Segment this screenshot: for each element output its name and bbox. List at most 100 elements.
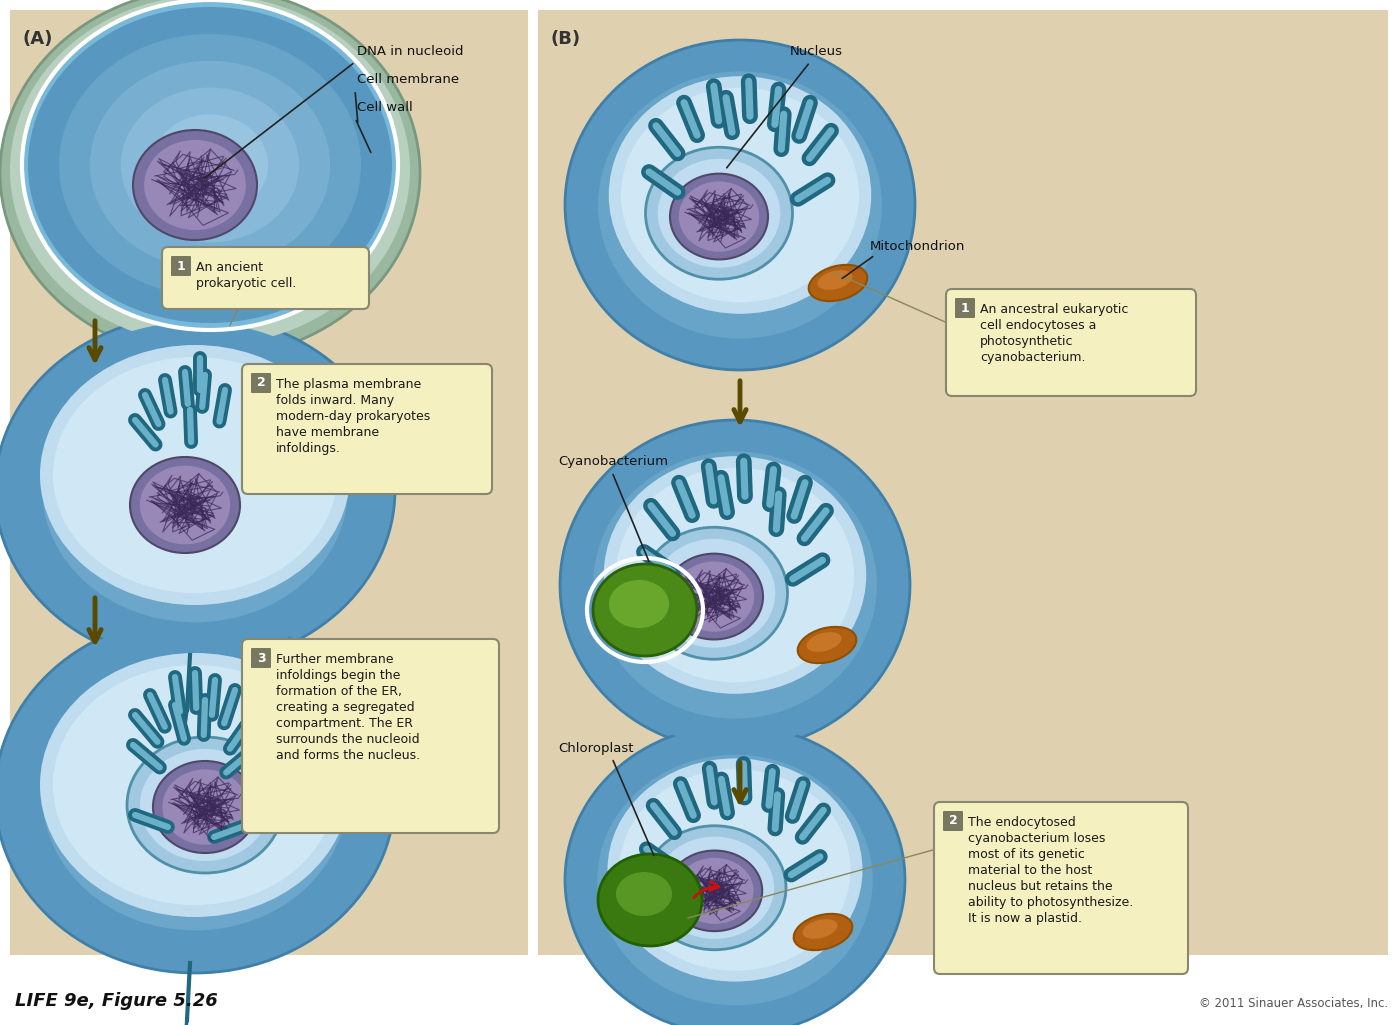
Ellipse shape — [568, 44, 911, 366]
Ellipse shape — [53, 357, 337, 593]
FancyBboxPatch shape — [162, 247, 370, 309]
Ellipse shape — [645, 148, 792, 279]
FancyBboxPatch shape — [10, 10, 528, 955]
Ellipse shape — [41, 653, 350, 917]
Text: 2: 2 — [256, 376, 266, 390]
Ellipse shape — [622, 479, 848, 691]
Ellipse shape — [42, 358, 347, 622]
Ellipse shape — [619, 769, 851, 971]
Text: 1: 1 — [176, 259, 185, 273]
FancyBboxPatch shape — [171, 256, 190, 276]
Ellipse shape — [616, 872, 672, 916]
Text: © 2011 Sinauer Associates, Inc.: © 2011 Sinauer Associates, Inc. — [1198, 997, 1387, 1010]
Ellipse shape — [685, 154, 795, 256]
Ellipse shape — [679, 181, 759, 252]
Ellipse shape — [654, 806, 816, 954]
Ellipse shape — [90, 60, 330, 270]
Ellipse shape — [53, 665, 337, 905]
Ellipse shape — [144, 139, 246, 230]
Ellipse shape — [802, 919, 837, 939]
Text: 2: 2 — [949, 815, 958, 827]
Ellipse shape — [671, 173, 769, 259]
Ellipse shape — [10, 0, 410, 345]
Ellipse shape — [59, 34, 361, 296]
FancyBboxPatch shape — [251, 373, 272, 393]
Ellipse shape — [652, 539, 776, 648]
Ellipse shape — [0, 617, 395, 973]
FancyBboxPatch shape — [934, 802, 1189, 974]
FancyBboxPatch shape — [946, 289, 1196, 396]
Ellipse shape — [626, 780, 844, 980]
Ellipse shape — [28, 7, 392, 323]
Ellipse shape — [140, 465, 230, 544]
Ellipse shape — [598, 72, 882, 338]
Ellipse shape — [609, 580, 669, 628]
Ellipse shape — [665, 554, 763, 640]
Ellipse shape — [680, 533, 790, 637]
Text: (A): (A) — [22, 30, 52, 48]
Ellipse shape — [127, 737, 283, 873]
Ellipse shape — [622, 88, 860, 302]
Ellipse shape — [641, 527, 787, 659]
Ellipse shape — [22, 0, 398, 330]
Ellipse shape — [162, 770, 248, 845]
Ellipse shape — [0, 0, 420, 358]
Ellipse shape — [130, 457, 239, 554]
Ellipse shape — [151, 115, 269, 215]
Ellipse shape — [140, 749, 270, 861]
Ellipse shape — [655, 836, 774, 939]
Text: An ancestral eukaryotic
cell endocytoses a
photosynthetic
cyanobacterium.: An ancestral eukaryotic cell endocytoses… — [980, 303, 1128, 364]
Ellipse shape — [710, 857, 760, 903]
Ellipse shape — [84, 696, 307, 894]
Ellipse shape — [42, 659, 347, 931]
Ellipse shape — [133, 130, 258, 240]
Ellipse shape — [608, 758, 862, 982]
Text: An ancient
prokaryotic cell.: An ancient prokaryotic cell. — [196, 261, 297, 290]
Ellipse shape — [806, 632, 841, 652]
Ellipse shape — [809, 264, 868, 301]
Ellipse shape — [182, 141, 238, 189]
Ellipse shape — [125, 429, 266, 550]
Text: Chloroplast: Chloroplast — [559, 742, 633, 755]
FancyBboxPatch shape — [242, 639, 498, 833]
Ellipse shape — [1, 623, 389, 967]
Ellipse shape — [594, 564, 697, 656]
Ellipse shape — [0, 315, 395, 665]
FancyBboxPatch shape — [944, 811, 963, 831]
Ellipse shape — [84, 394, 307, 586]
FancyBboxPatch shape — [251, 648, 272, 668]
Ellipse shape — [560, 420, 910, 750]
FancyBboxPatch shape — [955, 298, 974, 318]
Ellipse shape — [1, 322, 389, 658]
Text: 1: 1 — [960, 301, 969, 315]
Ellipse shape — [682, 831, 788, 929]
Text: (B): (B) — [550, 30, 580, 48]
Ellipse shape — [643, 826, 785, 950]
Ellipse shape — [657, 126, 823, 284]
Text: Cell membrane: Cell membrane — [357, 73, 459, 86]
Ellipse shape — [594, 451, 876, 719]
Ellipse shape — [609, 76, 871, 314]
Text: Cell wall: Cell wall — [357, 101, 413, 114]
Ellipse shape — [120, 87, 300, 243]
Ellipse shape — [603, 456, 867, 694]
Ellipse shape — [153, 761, 258, 853]
Ellipse shape — [658, 159, 780, 268]
Text: Nucleus: Nucleus — [790, 45, 843, 58]
Ellipse shape — [598, 754, 872, 1006]
FancyBboxPatch shape — [538, 10, 1387, 955]
Ellipse shape — [710, 561, 760, 609]
Ellipse shape — [566, 725, 904, 1025]
Ellipse shape — [167, 769, 224, 821]
Ellipse shape — [41, 345, 350, 605]
Text: LIFE 9e, Figure 5.26: LIFE 9e, Figure 5.26 — [15, 992, 218, 1010]
Ellipse shape — [798, 627, 857, 663]
Text: Mitochondrion: Mitochondrion — [869, 240, 966, 253]
Ellipse shape — [125, 733, 266, 857]
Ellipse shape — [794, 914, 853, 950]
FancyBboxPatch shape — [242, 364, 491, 494]
Text: The endocytosed
cyanobacterium loses
most of its genetic
material to the host
nu: The endocytosed cyanobacterium loses mos… — [967, 816, 1133, 925]
Text: 3: 3 — [256, 652, 266, 664]
Ellipse shape — [818, 271, 853, 290]
Ellipse shape — [673, 562, 755, 631]
